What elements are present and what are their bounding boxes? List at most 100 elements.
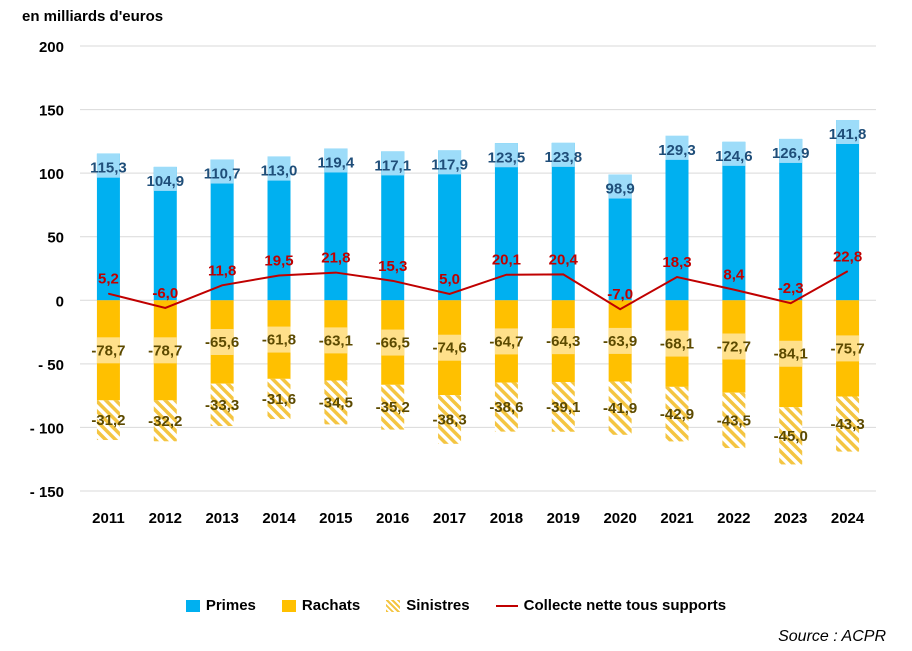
x-tick-label: 2024 — [831, 510, 865, 527]
rachats-data-label: -63,9 — [603, 333, 637, 350]
collecte-point — [221, 284, 223, 286]
sinistres-data-label: -39,1 — [546, 399, 580, 416]
primes-bar-label-band — [210, 159, 234, 184]
sinistres-bar — [324, 380, 348, 425]
y-tick-label: - 100 — [30, 420, 64, 437]
sinistres-data-label: -33,3 — [205, 397, 239, 414]
x-axis: 2011 2012 2013 2014 2015 2016 2017 2018 2019 2020… — [92, 510, 865, 527]
collecte-point — [733, 289, 735, 291]
collecte-data-label: 20,1 — [492, 252, 521, 269]
legend: Primes Rachats Sinistres Collecte nette tou… — [0, 597, 912, 614]
rachats-bar-label-band — [267, 326, 291, 353]
legend-item-rachats: Rachats — [281, 597, 360, 614]
primes-bar-label-band — [96, 153, 120, 178]
primes-data-label: 117,9 — [431, 156, 468, 173]
rachats-bar-label-band — [551, 328, 575, 355]
sinistres-data-label: -35,2 — [376, 399, 410, 416]
sinistres-data-label: -41,9 — [603, 400, 637, 417]
sinistres-data-label: -42,9 — [660, 406, 694, 423]
sinistres-data-label: -32,2 — [148, 413, 182, 430]
sinistres-data-label: -43,3 — [830, 416, 864, 433]
primes-bar — [836, 119, 860, 301]
collecte-point — [790, 302, 792, 304]
sinistres-bar — [608, 381, 632, 435]
sinistres-bar — [551, 382, 575, 432]
y-tick-label: 0 — [56, 293, 64, 310]
x-tick-label: 2014 — [262, 510, 296, 527]
collecte-data-label: 20,4 — [549, 251, 579, 268]
collecte-data-label: 5,0 — [439, 271, 460, 288]
x-tick-label: 2011 — [92, 510, 125, 527]
rachats-data-label: -61,8 — [262, 332, 296, 349]
primes-data-label: 119,4 — [317, 154, 354, 171]
primes-bar — [381, 151, 405, 301]
primes-bar-label-band — [381, 151, 405, 176]
primes-bar — [324, 148, 348, 301]
primes-bar — [779, 138, 803, 301]
primes-bar-label-band — [153, 166, 177, 191]
primes-bar — [210, 159, 234, 301]
rachats-bar-label-band — [438, 334, 462, 361]
y-tick-label: 100 — [39, 166, 64, 183]
collecte-data-label: -2,3 — [778, 280, 804, 297]
rachats-bar-label-band — [779, 340, 803, 367]
primes-data-label: 123,5 — [488, 149, 526, 166]
collecte-data-label: 11,8 — [208, 262, 236, 279]
collecte-point — [278, 274, 280, 276]
primes-bar — [665, 135, 689, 301]
rachats-bar-label-band — [381, 329, 405, 356]
y-axis: 200 150 100 50 0 - 50 - 100 - 150 — [30, 39, 64, 501]
primes-data-label: 129,3 — [658, 142, 696, 159]
x-tick-label: 2016 — [376, 510, 409, 527]
primes-data-label: 141,8 — [829, 126, 867, 143]
y-tick-label: 200 — [39, 39, 64, 56]
legend-swatch-sinistres — [386, 599, 401, 612]
rachats-data-label: -65,6 — [205, 334, 239, 351]
legend-label: Collecte nette tous supports — [523, 597, 727, 614]
collecte-point — [335, 272, 337, 274]
primes-bar-label-band — [608, 174, 632, 199]
y-tick-label: 50 — [47, 230, 64, 247]
x-tick-label: 2017 — [433, 510, 466, 527]
primes-bar — [153, 166, 177, 301]
x-tick-label: 2013 — [205, 510, 238, 527]
collecte-point — [449, 293, 451, 295]
rachats-data-label: -78,7 — [148, 342, 182, 359]
collecte-data-label: 15,3 — [378, 258, 407, 275]
primes-bar-label-band — [438, 150, 462, 175]
primes-data-label: 104,9 — [147, 173, 185, 190]
primes-bar-label-band — [494, 143, 518, 168]
sinistres-bar — [153, 400, 177, 442]
sinistres-bar — [210, 383, 234, 427]
primes-bar — [267, 156, 291, 301]
rachats-bar-label-band — [836, 335, 860, 362]
collecte-data-label: 5,2 — [98, 271, 119, 288]
rachats-bar-label-band — [608, 327, 632, 354]
primes-data-label: 124,6 — [715, 148, 753, 165]
legend-label: Primes — [205, 597, 256, 614]
rachats-data-label: -66,5 — [376, 335, 410, 352]
collecte-data-label: -7,0 — [607, 286, 633, 303]
collecte-line — [107, 270, 849, 311]
sinistres-bar — [267, 378, 291, 420]
rachats-data-label: -75,7 — [830, 340, 864, 357]
legend-swatch-primes — [185, 599, 200, 612]
primes-data-label: 126,9 — [772, 145, 810, 162]
legend-item-sinistres: Sinistres — [386, 597, 470, 614]
rachats-data-label: -64,7 — [489, 333, 523, 350]
y-tick-label: - 50 — [38, 357, 64, 374]
collecte-point — [619, 308, 621, 310]
primes-data-label: 115,3 — [90, 160, 127, 177]
x-tick-label: 2019 — [547, 510, 580, 527]
collecte-point — [562, 273, 564, 275]
collecte-data-label: 21,8 — [321, 250, 350, 267]
primes-data-label: 98,9 — [606, 181, 635, 198]
collecte-data-label: 8,4 — [723, 267, 745, 284]
x-tick-label: 2023 — [774, 510, 807, 527]
sinistres-data-label: -34,5 — [319, 394, 353, 411]
rachats-data-label: -84,1 — [774, 346, 808, 363]
x-tick-label: 2015 — [319, 510, 352, 527]
primes-bar — [722, 141, 746, 301]
y-tick-label: 150 — [39, 103, 64, 120]
collecte-data-label: 22,8 — [833, 248, 862, 265]
